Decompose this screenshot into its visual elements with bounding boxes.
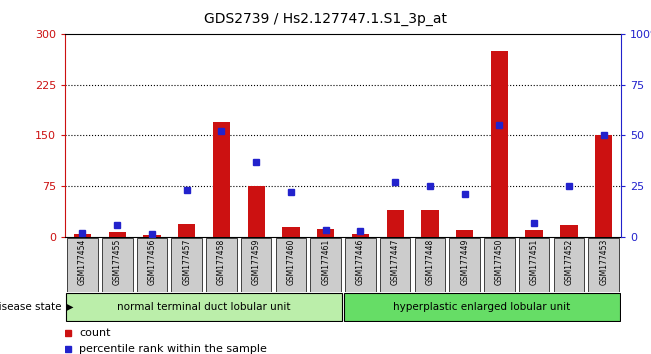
Text: GSM177446: GSM177446: [356, 239, 365, 285]
Text: GSM177458: GSM177458: [217, 239, 226, 285]
Text: GSM177454: GSM177454: [78, 239, 87, 285]
FancyBboxPatch shape: [206, 238, 237, 291]
Text: disease state: disease state: [0, 302, 62, 312]
Text: GSM177459: GSM177459: [252, 239, 260, 285]
Bar: [213, 122, 230, 237]
Bar: [109, 232, 126, 237]
Bar: [561, 225, 577, 237]
FancyBboxPatch shape: [553, 238, 584, 291]
Text: GDS2739 / Hs2.127747.1.S1_3p_at: GDS2739 / Hs2.127747.1.S1_3p_at: [204, 12, 447, 27]
Text: hyperplastic enlarged lobular unit: hyperplastic enlarged lobular unit: [393, 302, 571, 312]
FancyBboxPatch shape: [519, 238, 549, 291]
Text: GSM177456: GSM177456: [148, 239, 156, 285]
Bar: [352, 234, 369, 237]
Bar: [595, 135, 613, 237]
Text: GSM177449: GSM177449: [460, 239, 469, 285]
FancyBboxPatch shape: [171, 238, 202, 291]
Bar: [143, 235, 161, 237]
FancyBboxPatch shape: [449, 238, 480, 291]
Text: GSM177448: GSM177448: [426, 239, 434, 285]
Text: GSM177457: GSM177457: [182, 239, 191, 285]
Bar: [74, 234, 91, 237]
FancyBboxPatch shape: [275, 238, 306, 291]
Bar: [283, 227, 299, 237]
Bar: [525, 230, 543, 237]
Text: GSM177460: GSM177460: [286, 239, 296, 285]
FancyBboxPatch shape: [380, 238, 411, 291]
Bar: [178, 224, 195, 237]
Text: GSM177452: GSM177452: [564, 239, 574, 285]
FancyBboxPatch shape: [344, 293, 620, 321]
FancyBboxPatch shape: [311, 238, 341, 291]
Text: ▶: ▶: [66, 302, 74, 312]
Bar: [247, 186, 265, 237]
Text: GSM177450: GSM177450: [495, 239, 504, 285]
FancyBboxPatch shape: [102, 238, 133, 291]
Bar: [456, 230, 473, 237]
FancyBboxPatch shape: [67, 238, 98, 291]
Text: count: count: [79, 328, 111, 338]
FancyBboxPatch shape: [137, 238, 167, 291]
Text: GSM177447: GSM177447: [391, 239, 400, 285]
FancyBboxPatch shape: [345, 238, 376, 291]
Bar: [387, 210, 404, 237]
Bar: [421, 210, 439, 237]
FancyBboxPatch shape: [589, 238, 619, 291]
Text: GSM177451: GSM177451: [530, 239, 538, 285]
FancyBboxPatch shape: [484, 238, 515, 291]
FancyBboxPatch shape: [415, 238, 445, 291]
Bar: [491, 51, 508, 237]
Text: percentile rank within the sample: percentile rank within the sample: [79, 344, 267, 354]
Bar: [317, 229, 335, 237]
Text: GSM177455: GSM177455: [113, 239, 122, 285]
Text: normal terminal duct lobular unit: normal terminal duct lobular unit: [117, 302, 291, 312]
Text: GSM177461: GSM177461: [321, 239, 330, 285]
FancyBboxPatch shape: [241, 238, 271, 291]
FancyBboxPatch shape: [66, 293, 342, 321]
Text: GSM177453: GSM177453: [599, 239, 608, 285]
